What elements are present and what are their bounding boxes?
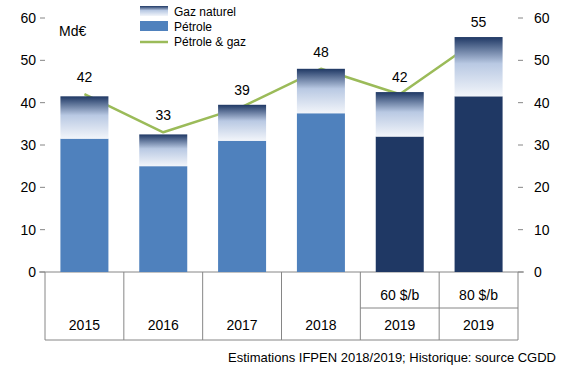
y-tick: [40, 187, 45, 188]
bar: [218, 141, 266, 272]
legend: Gaz naturelPétrolePétrole & gaz: [140, 5, 246, 49]
y2-tick: [518, 60, 523, 61]
legend-swatch: [140, 21, 168, 31]
bar: [139, 134, 187, 166]
y2-tick-label: 60: [534, 10, 550, 26]
sublabel-separator: [360, 308, 439, 309]
category-separator: [202, 272, 203, 340]
x-tick-label: 2018: [305, 317, 336, 333]
y2-tick-label: 40: [534, 95, 550, 111]
y-tick-label: 40: [20, 95, 36, 111]
bar: [455, 37, 503, 96]
legend-label: Gaz naturel: [174, 5, 236, 19]
y-tick-label: 0: [28, 264, 36, 280]
y2-tick: [518, 272, 523, 273]
chart: 0 10 20 30 40 50 60 0 10 20 30 40 50 60 2015 2016 2017 20…: [0, 0, 574, 388]
data-label: 42: [392, 69, 408, 85]
y-tick-label: 60: [20, 10, 36, 26]
bar: [455, 96, 503, 272]
data-label: 55: [471, 14, 487, 30]
y-tick-label: 10: [20, 222, 36, 238]
legend-label: Pétrole: [174, 20, 212, 34]
bar: [376, 92, 424, 136]
category-separator: [123, 272, 124, 340]
y2-tick-label: 50: [534, 52, 550, 68]
y2-tick-label: 30: [534, 137, 550, 153]
x-sublabel: 80 $/b: [459, 287, 498, 303]
data-label: 39: [234, 82, 250, 98]
category-separator: [518, 272, 519, 340]
bar: [139, 166, 187, 272]
x-tick-label: 2016: [148, 317, 179, 333]
y-tick: [40, 102, 45, 103]
category-separator: [439, 272, 440, 340]
legend-label: Pétrole & gaz: [174, 35, 246, 49]
bar: [297, 113, 345, 272]
data-label: 42: [77, 69, 93, 85]
y2-tick-label: 0: [534, 264, 542, 280]
y-tick: [40, 272, 45, 273]
legend-line: [140, 41, 168, 44]
data-labels: 42 33 39 48 42 55: [77, 14, 487, 123]
y-tick: [40, 60, 45, 61]
x-tick-label: 2017: [227, 317, 258, 333]
y2-tick: [518, 18, 523, 19]
sublabel-separator: [439, 308, 518, 309]
y2-tick-label: 20: [534, 179, 550, 195]
data-label: 33: [155, 107, 171, 123]
bar: [60, 139, 108, 272]
unit-label: Md€: [59, 23, 86, 39]
category-separator: [360, 272, 361, 340]
y2-tick: [518, 102, 523, 103]
data-label: 48: [313, 44, 329, 60]
category-separator: [45, 272, 46, 340]
y2-tick: [518, 187, 523, 188]
y-tick-label: 30: [20, 137, 36, 153]
y-tick-label: 50: [20, 52, 36, 68]
x-tick-label: 2015: [69, 317, 100, 333]
y2-tick-label: 10: [534, 222, 550, 238]
bar: [60, 96, 108, 138]
y-tick-label: 20: [20, 179, 36, 195]
y-tick: [40, 229, 45, 230]
bar: [218, 105, 266, 141]
y-tick: [40, 145, 45, 146]
x-sublabel: 60 $/b: [380, 287, 419, 303]
category-table-bottom: [45, 340, 518, 341]
y2-tick: [518, 145, 523, 146]
bar: [297, 69, 345, 113]
x-tick-label: 2019: [463, 317, 494, 333]
bar: [376, 137, 424, 272]
x-tick-label: 2019: [384, 317, 415, 333]
category-separator: [281, 272, 282, 340]
y2-tick: [518, 229, 523, 230]
legend-swatch: [140, 6, 168, 16]
y-tick: [40, 18, 45, 19]
source: Estimations IFPEN 2018/2019; Historique:…: [228, 350, 556, 365]
